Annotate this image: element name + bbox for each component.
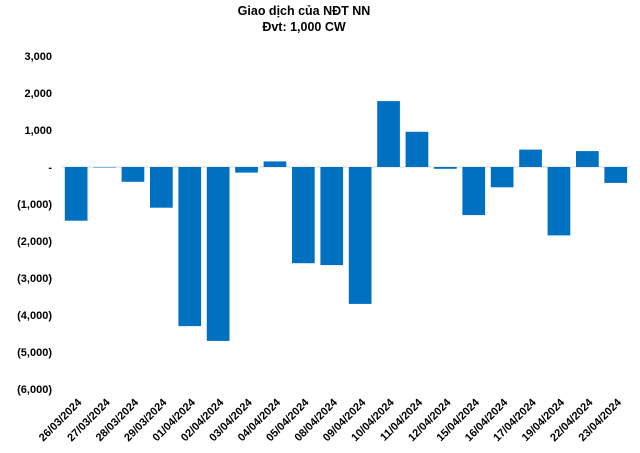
y-tick-label: (2,000) bbox=[17, 236, 52, 248]
y-tick-label: (5,000) bbox=[17, 347, 52, 359]
bar bbox=[121, 167, 145, 182]
bar bbox=[576, 151, 599, 167]
bar bbox=[206, 167, 230, 341]
bar bbox=[604, 167, 628, 183]
y-tick-label: 1,000 bbox=[24, 125, 52, 137]
bar bbox=[434, 167, 457, 169]
y-tick-label: 2,000 bbox=[24, 88, 52, 100]
bar bbox=[150, 167, 173, 208]
bar bbox=[263, 161, 287, 167]
x-axis: 26/03/202427/03/202428/03/202429/03/2024… bbox=[37, 396, 625, 444]
bar bbox=[93, 167, 116, 168]
y-tick-label: - bbox=[48, 162, 52, 174]
bar bbox=[377, 101, 400, 167]
bar bbox=[547, 167, 571, 236]
bars-group bbox=[64, 101, 628, 341]
bar bbox=[490, 167, 514, 188]
y-tick-label: 3,000 bbox=[24, 51, 52, 63]
bar bbox=[405, 131, 429, 167]
y-tick-label: (4,000) bbox=[17, 310, 52, 322]
chart-title: Giao dịch của NĐT NN bbox=[238, 4, 371, 18]
y-axis: 3,000 2,000 1,000 - (1,000) (2,000) (3,000) (4,… bbox=[17, 51, 52, 396]
bar bbox=[519, 149, 542, 167]
bar bbox=[320, 167, 344, 266]
bar bbox=[292, 167, 315, 264]
bar bbox=[462, 167, 486, 216]
y-tick-label: (6,000) bbox=[17, 384, 52, 396]
bar bbox=[348, 167, 372, 304]
bar bbox=[64, 167, 88, 221]
bar bbox=[235, 167, 258, 173]
bar bbox=[178, 167, 202, 327]
y-tick-label: (1,000) bbox=[17, 199, 52, 211]
chart-subtitle: Đvt: 1,000 CW bbox=[262, 20, 346, 34]
y-tick-label: (3,000) bbox=[17, 273, 52, 285]
